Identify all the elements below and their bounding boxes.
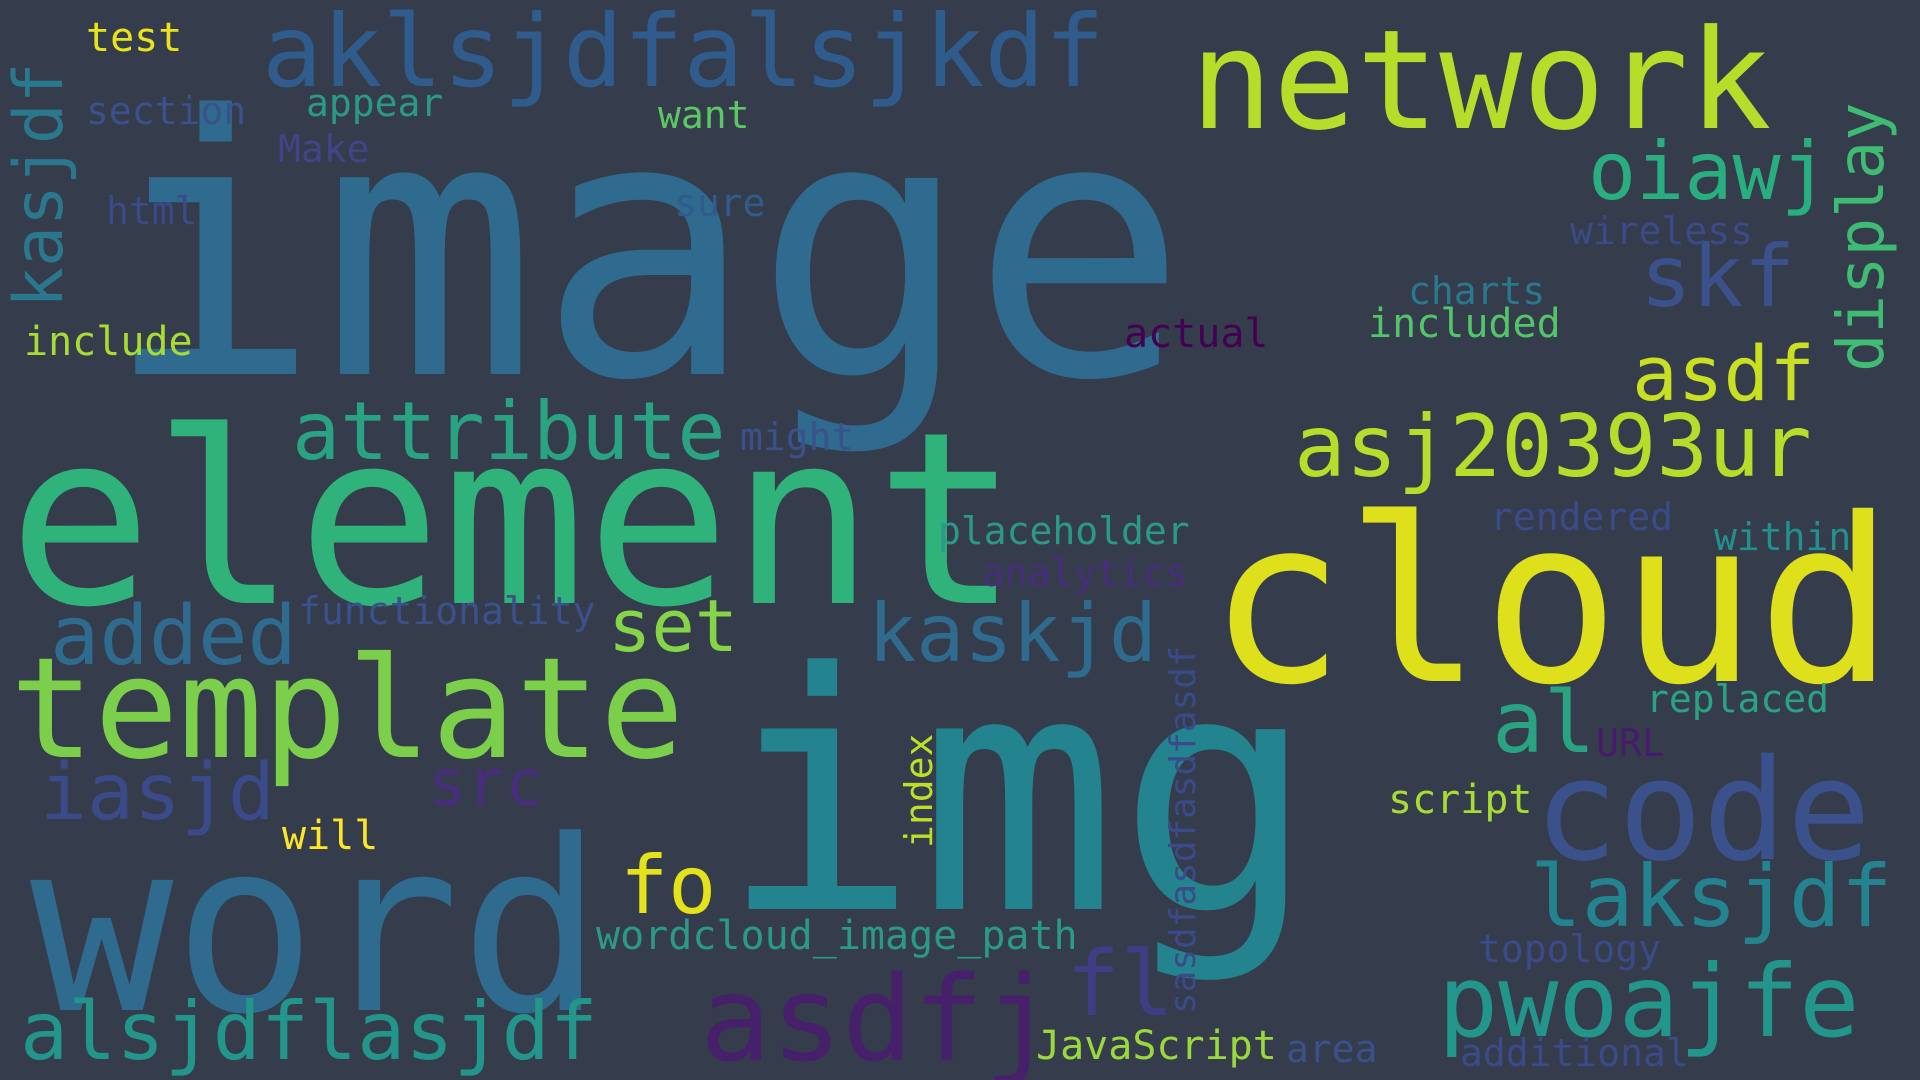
word-kasjdf: kasjdf bbox=[0, 62, 79, 308]
word-network: network bbox=[1190, 0, 1772, 161]
word-area: area bbox=[1286, 1027, 1378, 1071]
word-fl: fl bbox=[1066, 932, 1175, 1037]
word-actual: actual bbox=[1124, 311, 1269, 357]
word-functionality: functionality bbox=[298, 589, 596, 633]
word-placeholder: placeholder bbox=[938, 509, 1190, 553]
word-alsjdflasjdf: alsjdflasjdf bbox=[20, 985, 598, 1078]
word-script: script bbox=[1388, 777, 1533, 823]
word-URL: URL bbox=[1596, 721, 1665, 765]
word-pwoajfe: pwoajfe bbox=[1438, 943, 1860, 1060]
word-included: included bbox=[1368, 301, 1561, 347]
word-analytics: analytics bbox=[982, 551, 1188, 595]
word-rendered: rendered bbox=[1490, 495, 1674, 539]
word-skf: skf bbox=[1640, 227, 1796, 327]
word-section: section bbox=[86, 89, 247, 133]
word-aklsjdfalsjkdf: aklsjdfalsjkdf bbox=[262, 0, 1105, 110]
word-test: test bbox=[86, 15, 183, 61]
word-oiawj: oiawj bbox=[1588, 125, 1829, 218]
word-set: set bbox=[608, 584, 739, 668]
word-asdfj: asdfj bbox=[700, 950, 1056, 1080]
word-topology: topology bbox=[1478, 927, 1662, 971]
word-html: html bbox=[106, 189, 198, 233]
word-asdf: asdf bbox=[1632, 329, 1816, 418]
word-attribute: attribute bbox=[292, 385, 726, 478]
word-within: within bbox=[1714, 515, 1852, 559]
word-charts: charts bbox=[1408, 269, 1546, 313]
word-sure: sure bbox=[674, 181, 766, 225]
word-additional: additional bbox=[1460, 1031, 1689, 1075]
word-wordcloud_image_path: wordcloud_image_path bbox=[596, 913, 1078, 959]
word-index: index bbox=[897, 733, 941, 848]
word-added: added bbox=[50, 589, 297, 684]
word-img: img bbox=[720, 603, 1317, 987]
word-code: code bbox=[1534, 730, 1872, 893]
word-will: will bbox=[282, 813, 379, 859]
word-asj20393ur: asj20393ur bbox=[1294, 397, 1812, 497]
word-include: include bbox=[24, 319, 193, 365]
word-element: element bbox=[8, 380, 1020, 660]
word-sasdfasdfasdfasdf: sasdfasdfasdfasdf bbox=[1163, 645, 1204, 1014]
word-al: al bbox=[1492, 673, 1596, 773]
word-word: word bbox=[30, 790, 604, 1067]
word-cloud: cloud bbox=[1208, 469, 1895, 735]
word-want: want bbox=[658, 93, 750, 137]
word-Make: Make bbox=[278, 127, 370, 171]
word-fo: fo bbox=[620, 839, 717, 932]
word-kaskjd: kaskjd bbox=[868, 587, 1157, 680]
word-src: src bbox=[428, 747, 544, 821]
word-might: might bbox=[740, 415, 855, 459]
word-image: image bbox=[104, 40, 1188, 459]
word-JavaScript: JavaScript bbox=[1036, 1023, 1277, 1069]
word-template: template bbox=[10, 628, 685, 791]
word-appear: appear bbox=[306, 81, 444, 125]
word-laksjdf: laksjdf bbox=[1530, 847, 1893, 947]
word-wireless: wireless bbox=[1570, 209, 1754, 253]
word-iasjd: iasjd bbox=[40, 748, 275, 838]
word-replaced: replaced bbox=[1646, 677, 1830, 721]
word-display: display bbox=[1825, 102, 1899, 372]
